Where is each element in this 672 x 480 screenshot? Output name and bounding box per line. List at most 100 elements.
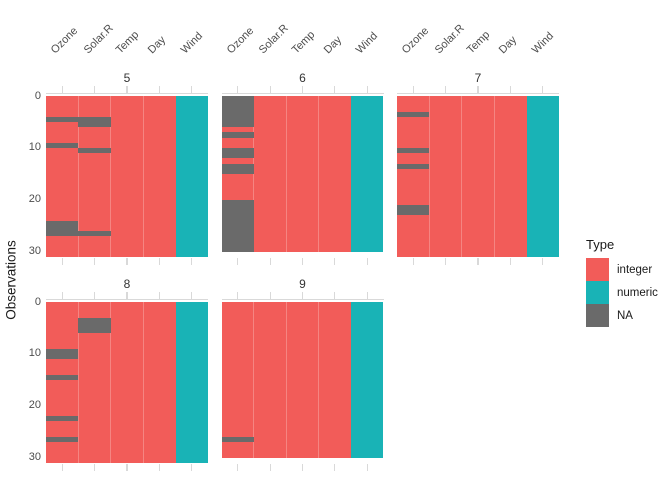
legend-swatch-na: [586, 304, 609, 327]
column-solarr-6: [253, 96, 287, 252]
x-axis-tick-bottom: [158, 464, 160, 471]
y-tick-label-30-row2: 30: [28, 451, 41, 464]
x-axis-tick-top: [191, 85, 193, 94]
column-seam: [428, 96, 430, 257]
na-stripe-ozone-8: [46, 437, 79, 443]
na-stripe-ozone-5: [46, 220, 79, 237]
x-axis-tick-top: [301, 85, 304, 94]
facet-panel-7: [397, 96, 559, 257]
legend: Type integer numeric NA: [586, 237, 658, 327]
column-seam: [77, 302, 79, 463]
column-ozone-7: [397, 96, 430, 257]
na-stripe-ozone-5: [46, 116, 79, 122]
x-axis-tick-bottom: [61, 258, 63, 265]
legend-swatch-integer: [586, 258, 609, 281]
legend-swatch-numeric: [586, 281, 609, 304]
y-tick-label-20-row1: 20: [28, 193, 41, 206]
x-axis-tick-top: [366, 85, 368, 94]
x-axis-label-ozone: Ozone: [48, 24, 81, 57]
x-axis-label-solarr: Solar.R: [81, 22, 116, 57]
x-axis-tick-top: [542, 85, 544, 94]
column-solarr-9: [253, 302, 287, 458]
facet-panel-6: [221, 96, 384, 257]
column-wind-9: [351, 302, 384, 458]
x-axis-tick-top: [412, 85, 414, 94]
column-day-5: [143, 96, 176, 257]
x-axis-tick-top: [269, 291, 271, 300]
x-axis-tick-top: [126, 291, 128, 300]
y-tick-label-20-row2: 20: [28, 399, 41, 412]
na-stripe-solarr-5: [78, 231, 111, 237]
x-axis-tick-top: [61, 291, 63, 300]
x-axis-label-day: Day: [146, 33, 169, 57]
x-axis-tick-bottom: [334, 464, 336, 471]
x-axis-label-day: Day: [321, 33, 345, 57]
y-tick-label-30-row1: 30: [28, 245, 41, 258]
x-axis-tick-top: [301, 291, 304, 300]
na-stripe-ozone-9: [221, 437, 254, 443]
x-axis-tick-bottom: [509, 258, 511, 265]
na-stripe-ozone-6: [221, 163, 254, 174]
x-axis-tick-top: [191, 291, 193, 300]
x-axis-tick-bottom: [126, 464, 128, 471]
x-axis-tick-bottom: [158, 258, 160, 265]
na-stripe-solarr-8: [78, 317, 111, 334]
legend-item-na: NA: [586, 304, 658, 327]
column-seam: [142, 96, 144, 257]
na-stripe-ozone-8: [46, 374, 79, 380]
facet-title-5: 5: [123, 71, 131, 85]
x-axis-tick-top: [477, 85, 479, 94]
na-stripe-ozone-6: [221, 132, 254, 138]
column-wind-6: [351, 96, 384, 252]
x-axis-label-wind: Wind: [529, 30, 556, 57]
na-stripe-ozone-7: [397, 163, 430, 169]
na-stripe-solarr-5: [78, 116, 111, 128]
y-tick-label-10-row2: 10: [28, 347, 41, 360]
column-temp-7: [461, 96, 495, 257]
x-axis-tick-bottom: [191, 258, 193, 265]
column-day-9: [318, 302, 352, 458]
legend-title: Type: [586, 237, 615, 252]
x-axis-tick-bottom: [61, 464, 63, 471]
x-axis-label-solarr: Solar.R: [256, 22, 291, 57]
column-temp-9: [286, 302, 319, 458]
column-solarr-7: [429, 96, 462, 257]
na-stripe-ozone-7: [397, 111, 430, 117]
column-wind-8: [175, 302, 208, 463]
na-stripe-ozone-8: [46, 416, 79, 422]
column-seam: [318, 96, 320, 252]
x-axis-label-ozone: Ozone: [224, 24, 256, 57]
x-axis-label-solarr: Solar.R: [432, 22, 467, 57]
x-axis-tick-top: [334, 291, 336, 300]
x-axis-tick-top: [445, 85, 447, 94]
facet-title-7: 7: [474, 71, 482, 85]
x-axis-tick-bottom: [237, 464, 239, 471]
column-wind-5: [175, 96, 208, 257]
column-ozone-8: [46, 302, 79, 463]
facet-title-9: 9: [299, 277, 306, 291]
x-axis-tick-bottom: [269, 258, 271, 265]
x-axis-tick-bottom: [94, 464, 96, 471]
na-stripe-solarr-5: [78, 147, 111, 154]
x-axis-tick-bottom: [366, 464, 368, 471]
x-axis-tick-top: [334, 85, 336, 94]
column-seam: [142, 302, 144, 463]
x-axis-tick-top: [61, 85, 63, 94]
x-axis-tick-top: [158, 85, 160, 94]
na-stripe-ozone-5: [46, 142, 79, 148]
x-axis-tick-bottom: [477, 258, 479, 265]
y-tick-label-0-row1: 0: [34, 89, 41, 102]
column-seam: [493, 96, 495, 257]
legend-label-na: NA: [617, 309, 633, 322]
column-wind-7: [526, 96, 559, 257]
x-axis-tick-top: [269, 85, 271, 94]
x-axis-label-wind: Wind: [354, 30, 381, 57]
x-axis-tick-top: [94, 85, 96, 94]
facet-title-6: 6: [299, 71, 306, 85]
na-stripe-ozone-8: [46, 348, 79, 360]
na-stripe-ozone-7: [397, 205, 430, 216]
legend-item-numeric: numeric: [586, 281, 658, 304]
column-seam: [253, 96, 255, 252]
x-axis-tick-bottom: [94, 258, 96, 265]
